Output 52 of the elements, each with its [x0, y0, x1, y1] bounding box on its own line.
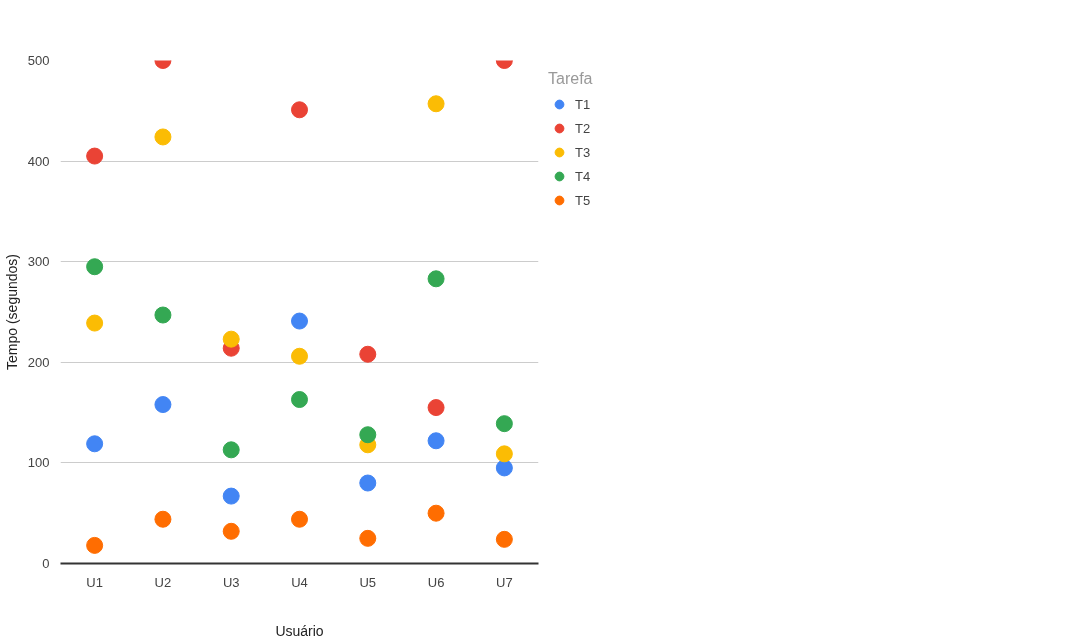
point: [86, 258, 104, 276]
legend-title: Tarefa: [548, 70, 594, 88]
point: [427, 95, 445, 113]
point: [291, 101, 308, 119]
legend-label: T2: [575, 120, 592, 136]
y-axis-title: Tempo (segundos): [3, 254, 20, 370]
y-tick-label: 400: [27, 153, 50, 169]
point: [154, 396, 172, 414]
y-tick-label: 500: [27, 53, 50, 68]
y-tick-label: 300: [27, 254, 50, 270]
point: [427, 432, 445, 450]
point: [359, 474, 377, 492]
point: [427, 504, 445, 522]
x-tick-label: U2: [154, 574, 172, 590]
point: [291, 391, 308, 409]
legend-label: T4: [575, 168, 592, 184]
point: [86, 147, 104, 165]
point: [495, 530, 513, 548]
point: [86, 314, 104, 332]
point: [359, 426, 377, 444]
legend-label: T3: [575, 144, 592, 160]
point: [222, 330, 240, 348]
x-axis-title: Usuário: [275, 622, 324, 639]
point: [154, 510, 172, 528]
point: [359, 529, 377, 547]
point: [495, 459, 513, 477]
legend-label: T1: [575, 96, 592, 112]
point: [154, 128, 172, 146]
point: [86, 435, 104, 453]
point: [427, 399, 445, 417]
x-tick-label: U5: [359, 574, 377, 590]
point: [291, 312, 308, 330]
point: [222, 441, 240, 459]
point: [495, 445, 513, 463]
x-tick-label: U3: [222, 574, 240, 590]
x-tick-label: U7: [496, 574, 513, 590]
point: [154, 306, 172, 324]
y-tick-label: 100: [27, 455, 50, 471]
point: [427, 270, 445, 288]
x-tick-label: U4: [291, 574, 308, 590]
x-tick-label: U6: [427, 574, 445, 590]
point: [222, 487, 240, 505]
point: [291, 510, 308, 528]
x-tick-label: U1: [86, 574, 103, 590]
point: [359, 345, 377, 363]
point: [495, 415, 513, 433]
point: [222, 522, 240, 540]
y-tick-label: 200: [27, 354, 50, 370]
legend-label: T5: [575, 192, 592, 208]
point: [291, 347, 308, 365]
point: [86, 536, 104, 554]
y-tick-label: 0: [42, 556, 50, 571]
